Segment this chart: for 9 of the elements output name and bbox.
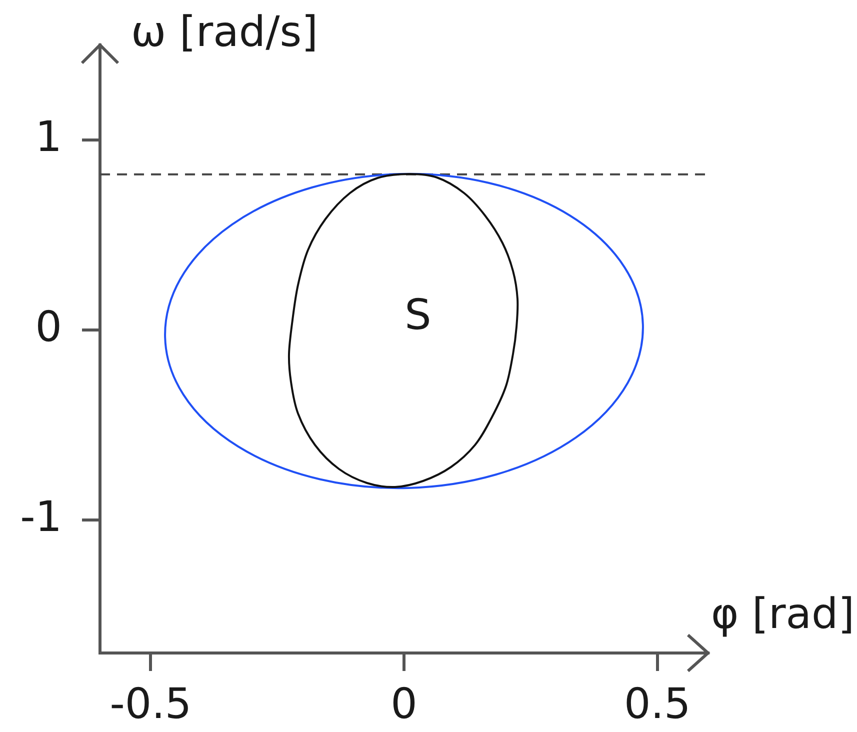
x-axis-title: φ [rad] bbox=[711, 589, 854, 638]
y-tick-label: 0 bbox=[35, 302, 62, 352]
y-axis-title: ω [rad/s] bbox=[131, 7, 318, 56]
y-tick-label: 1 bbox=[35, 112, 62, 162]
x-tick-label: 0 bbox=[390, 679, 418, 728]
x-tick-label: -0.5 bbox=[110, 679, 192, 728]
x-tick-label: 0.5 bbox=[624, 679, 691, 728]
annotation: S bbox=[404, 290, 432, 340]
y-tick-label: -1 bbox=[20, 492, 62, 541]
